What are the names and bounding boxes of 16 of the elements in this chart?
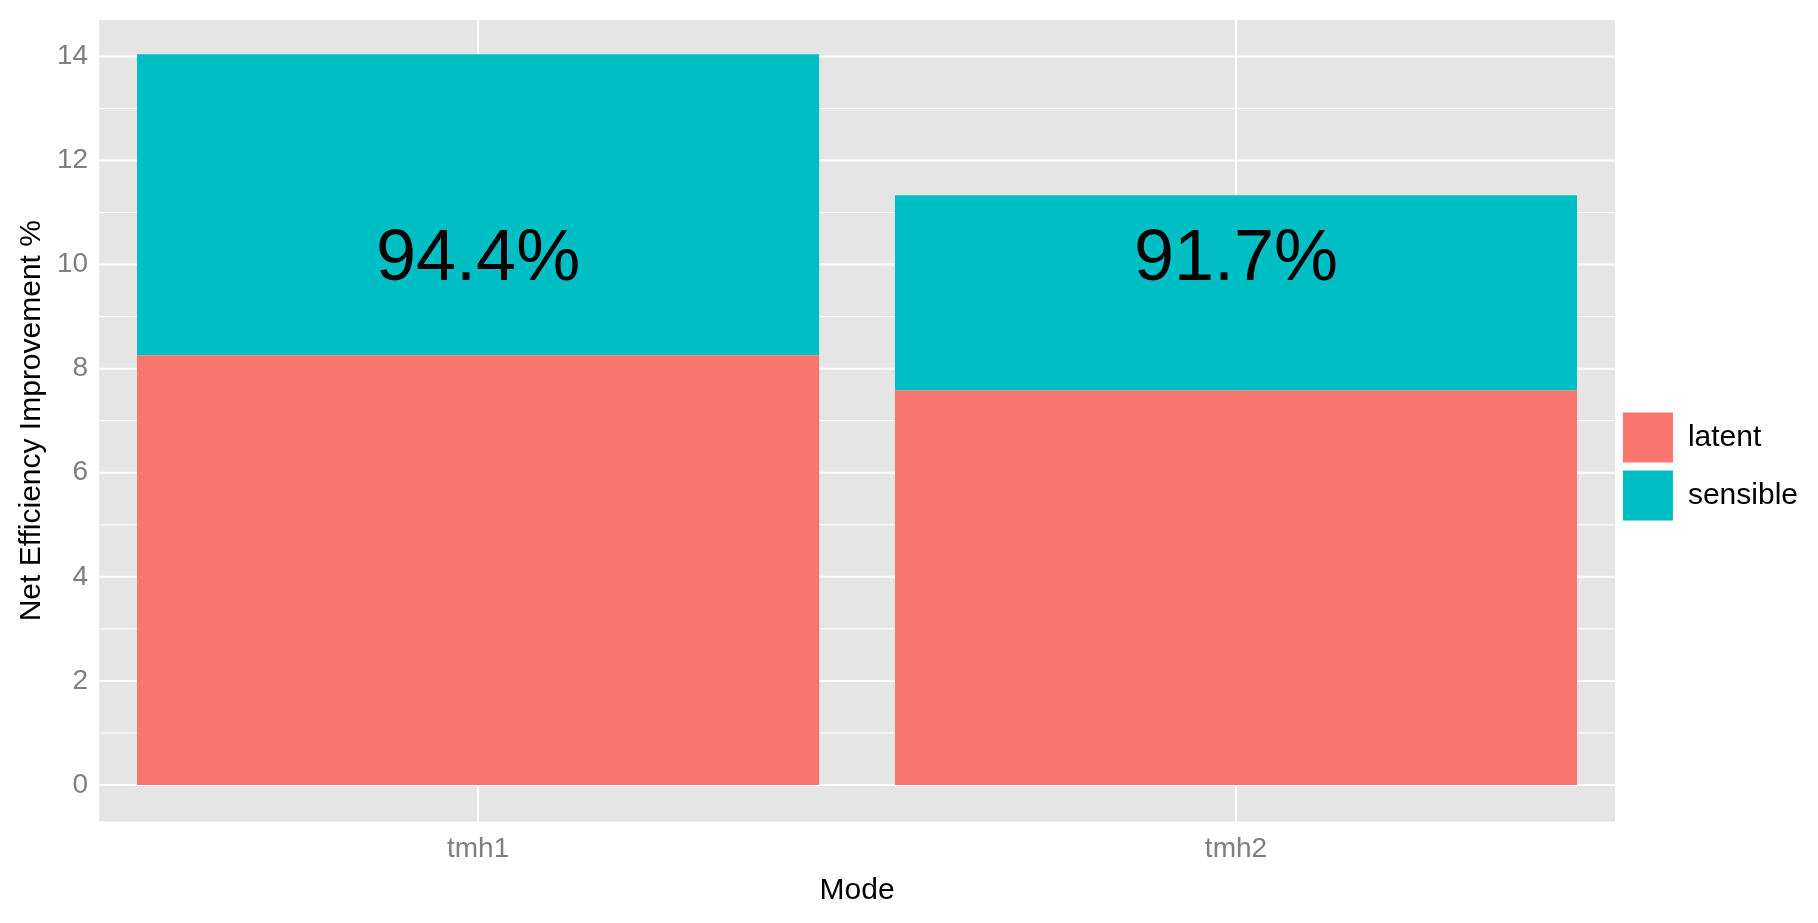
annotation: 91.7% [1133,215,1339,296]
y-tick-label: 12 [56,143,89,175]
y-tick-label: 6 [72,455,89,487]
x-tick-label: tmh2 [1204,831,1268,863]
x-axis-title: Mode [819,872,895,906]
legend-label: sensible [1687,476,1799,510]
y-tick-label: 14 [56,39,89,71]
y-tick-label: 4 [72,559,89,591]
legend-label: latent [1687,418,1762,452]
annotation: 94.4% [376,215,581,296]
y-tick-label: 10 [56,247,89,279]
y-tick-label: 0 [72,767,89,799]
x-tick-label: tmh1 [446,831,510,863]
y-axis-title: Net Efficiency Improvement % [13,220,47,622]
y-tick-label: 2 [72,663,89,695]
y-tick-label: 8 [72,351,89,383]
